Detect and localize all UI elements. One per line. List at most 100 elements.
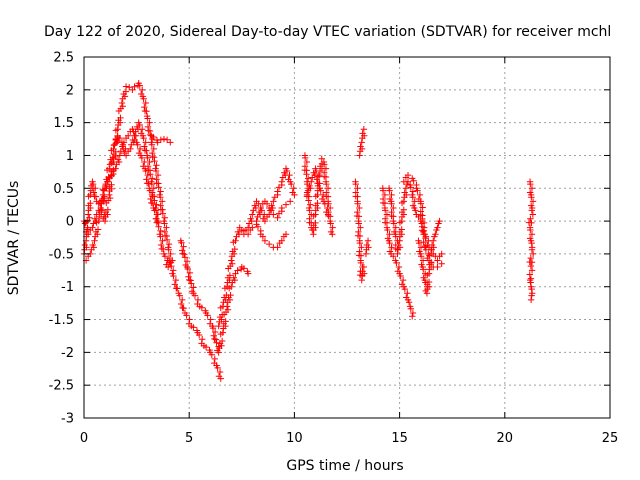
data-point-run — [136, 82, 146, 98]
data-point-run — [407, 184, 417, 195]
y-tick-label: 1 — [66, 149, 74, 164]
data-point — [249, 224, 256, 231]
data-point — [106, 165, 113, 172]
x-tick-label: 25 — [602, 431, 619, 446]
data-point — [257, 204, 264, 212]
data-point-run — [268, 207, 275, 214]
data-point — [110, 145, 117, 153]
data-point-run — [96, 194, 108, 221]
data-point — [291, 191, 298, 199]
data-point-run — [407, 305, 417, 317]
data-point-run — [220, 285, 230, 306]
y-tick-label: -1 — [61, 280, 74, 295]
data-point — [127, 145, 134, 153]
data-point-run — [208, 351, 218, 367]
data-point — [219, 329, 227, 336]
data-point-run — [283, 167, 293, 183]
data-point — [318, 155, 325, 162]
data-point — [228, 257, 235, 264]
data-point-run — [317, 187, 327, 203]
data-point-run — [397, 272, 407, 288]
data-point-run — [354, 220, 364, 240]
data-point — [87, 191, 94, 199]
data-point-run — [184, 265, 197, 295]
data-point-run — [409, 194, 418, 209]
data-point-run — [527, 194, 537, 209]
data-point — [358, 276, 365, 284]
data-point-run — [353, 200, 363, 220]
y-tick-label: -2.5 — [49, 379, 74, 394]
data-point — [261, 237, 269, 244]
y-tick-label: -3 — [61, 412, 74, 427]
data-point — [103, 178, 111, 185]
data-point-run — [144, 115, 156, 143]
data-point-run — [386, 187, 395, 203]
data-point-run — [417, 253, 427, 268]
data-point-run — [191, 292, 202, 308]
data-point — [432, 231, 439, 238]
x-tick-labels: 0 5 10 15 20 25 — [80, 431, 618, 446]
data-point-run — [157, 233, 167, 253]
data-point — [286, 198, 294, 205]
data-point — [356, 152, 363, 159]
data-point — [249, 211, 256, 218]
data-point — [223, 283, 231, 290]
data-point — [282, 201, 290, 208]
data-point-run — [85, 193, 94, 214]
data-point-run — [301, 154, 312, 182]
y-tick-label: -1.5 — [49, 313, 74, 328]
data-point-run — [198, 304, 209, 314]
data-point-run — [114, 103, 126, 129]
data-point — [274, 244, 281, 251]
data-point-run — [401, 189, 410, 201]
data-point-run — [144, 154, 156, 182]
data-point — [244, 270, 252, 277]
data-point — [434, 263, 441, 271]
data-point-run — [250, 202, 260, 214]
data-point-run — [390, 220, 399, 236]
data-point — [95, 217, 102, 225]
data-point — [108, 171, 115, 179]
data-point — [427, 250, 435, 258]
data-point-run — [228, 239, 238, 260]
data-point — [215, 322, 222, 330]
y-tick-label: 2 — [66, 83, 74, 98]
data-point-run — [136, 121, 146, 137]
data-point-run — [394, 241, 404, 253]
data-point — [261, 217, 269, 225]
data-point-run — [279, 169, 289, 181]
data-point-run — [312, 167, 323, 187]
data-point-run — [527, 279, 534, 286]
data-point-run — [316, 160, 326, 175]
data-point-run — [271, 191, 281, 201]
data-point — [278, 178, 285, 185]
data-point — [240, 227, 248, 235]
data-point-run — [81, 241, 90, 253]
data-point — [358, 139, 365, 146]
data-point-run — [306, 207, 315, 227]
data-point-run — [202, 343, 213, 354]
data-point-run — [240, 265, 251, 275]
data-point-run — [142, 167, 152, 187]
data-point — [122, 83, 130, 90]
x-tick-label: 5 — [185, 431, 193, 446]
data-point — [434, 224, 441, 231]
grid-layer — [84, 57, 610, 418]
data-point — [430, 237, 437, 244]
data-point — [160, 135, 168, 143]
data-point-run — [309, 169, 318, 181]
y-tick-label: 0.5 — [53, 182, 74, 197]
data-point-run — [130, 128, 140, 144]
data-point — [329, 231, 336, 238]
data-point — [400, 178, 408, 185]
data-point-run — [410, 177, 420, 189]
data-point-run — [526, 180, 536, 196]
data-point — [85, 231, 92, 238]
data-point-run — [146, 187, 156, 207]
data-point-run — [216, 330, 226, 352]
data-point-run — [134, 141, 144, 157]
data-point-run — [424, 271, 433, 293]
data-point-run — [359, 268, 368, 280]
data-point-run — [417, 200, 429, 250]
data-point-run — [414, 187, 424, 203]
